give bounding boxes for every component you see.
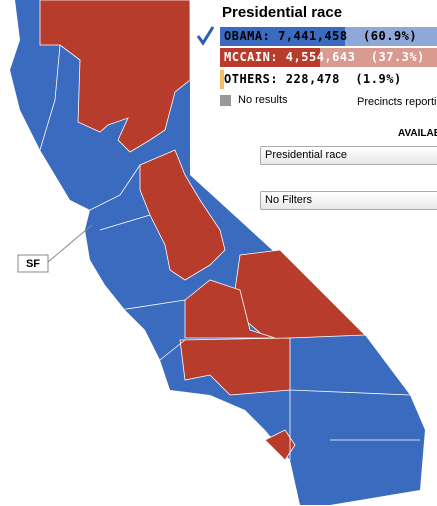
checkmark: [196, 26, 215, 46]
filter-select[interactable]: No Filters: [260, 191, 437, 210]
sf-box: [17, 254, 49, 273]
section-label: AVAILAB: [398, 128, 437, 139]
result-row: OTHERS: 228,478 (1.9%): [220, 70, 437, 89]
race-select[interactable]: Presidential race: [260, 146, 437, 165]
county: [264, 429, 296, 461]
county: [184, 279, 276, 339]
result-text: OTHERS: 228,478 (1.9%): [224, 72, 402, 86]
result-text: MCCAIN: 4,554,643 (37.3%): [224, 50, 425, 64]
county: [39, 0, 191, 153]
title: Presidential race: [222, 4, 343, 21]
result-text: OBAMA: 7,441,458 (60.9%): [224, 29, 418, 43]
no-results-swatch: [220, 95, 231, 106]
result-row: MCCAIN: 4,554,643 (37.3%): [220, 48, 437, 67]
legend-label: No results: [238, 94, 288, 106]
red-counties: [39, 0, 366, 461]
county-borders: [39, 44, 420, 460]
sf-pointer: [47, 224, 93, 263]
result-row: OBAMA: 7,441,458 (60.9%): [220, 27, 437, 46]
county: [179, 337, 291, 396]
city-label: SF: [26, 258, 40, 270]
legend-label: Precincts reporti: [357, 96, 437, 108]
